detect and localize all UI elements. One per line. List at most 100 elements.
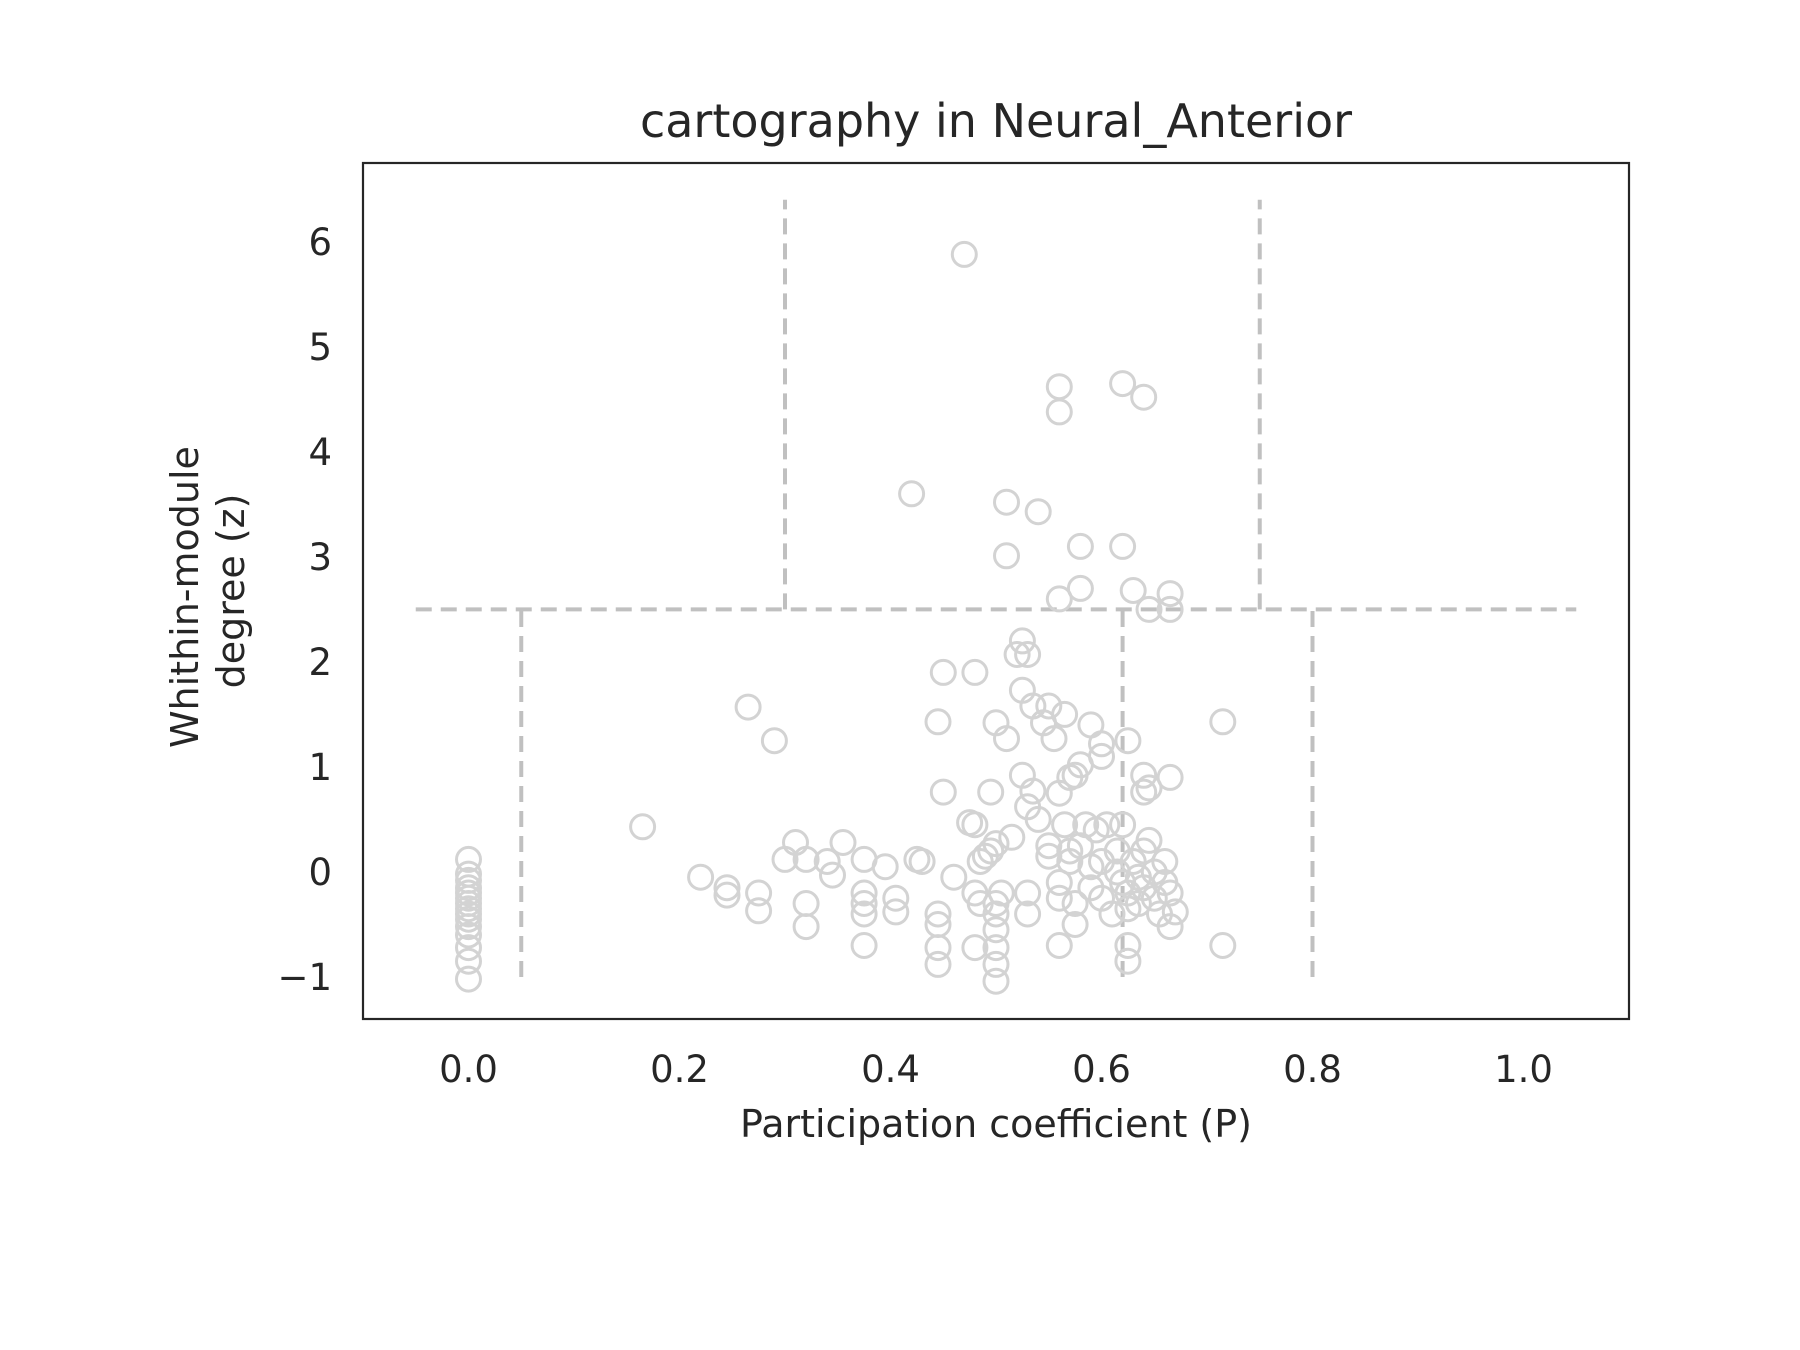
x-axis-ticks: 0.0 0.2 0.4 0.6 0.8 1.0 bbox=[439, 1048, 1553, 1091]
data-point bbox=[455, 965, 482, 993]
data-point bbox=[1045, 585, 1073, 613]
data-point bbox=[1066, 532, 1094, 560]
data-point bbox=[792, 913, 820, 941]
data-point bbox=[1130, 383, 1158, 411]
data-point bbox=[792, 890, 820, 917]
data-point bbox=[1024, 498, 1052, 526]
x-tick-label: 0.8 bbox=[1283, 1048, 1342, 1091]
data-point bbox=[977, 837, 1005, 865]
x-tick-label: 0.6 bbox=[1072, 1048, 1131, 1091]
y-tick-label: 6 bbox=[308, 221, 332, 264]
data-point bbox=[1114, 727, 1142, 755]
data-point bbox=[1135, 774, 1163, 802]
data-point bbox=[734, 693, 762, 721]
chart-title: cartography in Neural_Anterior bbox=[640, 94, 1352, 148]
data-point bbox=[1156, 879, 1184, 907]
data-point bbox=[829, 829, 857, 856]
data-point bbox=[961, 658, 989, 686]
plot-frame bbox=[361, 161, 1631, 1021]
data-point bbox=[1109, 370, 1137, 398]
data-point bbox=[819, 861, 846, 889]
data-point bbox=[1130, 761, 1158, 789]
data-point bbox=[455, 947, 482, 975]
data-point bbox=[1209, 932, 1237, 959]
data-point bbox=[687, 863, 715, 891]
x-tick-label: 1.0 bbox=[1494, 1048, 1553, 1091]
data-point bbox=[1008, 627, 1036, 655]
data-point bbox=[1014, 641, 1042, 668]
data-point bbox=[1114, 932, 1142, 959]
data-point bbox=[1109, 811, 1137, 839]
y-tick-label: −1 bbox=[277, 956, 332, 999]
data-point bbox=[993, 488, 1020, 516]
data-point bbox=[1045, 779, 1073, 807]
data-point bbox=[1093, 811, 1121, 839]
data-point bbox=[1161, 898, 1189, 926]
data-points bbox=[455, 240, 1237, 995]
data-point bbox=[871, 853, 899, 881]
x-tick-label: 0.4 bbox=[861, 1048, 920, 1091]
data-point bbox=[850, 879, 878, 907]
y-tick-label: 2 bbox=[308, 641, 332, 684]
data-point bbox=[924, 934, 952, 962]
data-point bbox=[713, 874, 741, 902]
data-point bbox=[850, 900, 878, 928]
data-point bbox=[1209, 708, 1237, 736]
data-point bbox=[961, 934, 989, 962]
data-point bbox=[1109, 532, 1137, 560]
y-tick-label: 4 bbox=[308, 431, 332, 474]
data-point bbox=[745, 897, 773, 925]
data-point bbox=[1130, 778, 1158, 806]
data-point bbox=[1114, 947, 1142, 975]
data-point bbox=[713, 881, 741, 909]
data-point bbox=[1045, 869, 1073, 896]
data-point bbox=[455, 913, 482, 941]
data-point bbox=[792, 845, 820, 873]
data-point bbox=[1156, 580, 1184, 608]
x-tick-label: 0.2 bbox=[650, 1048, 709, 1091]
y-axis-label-line-2: degree (z) bbox=[209, 494, 253, 689]
data-point bbox=[987, 879, 1015, 907]
y-tick-label: 1 bbox=[308, 746, 332, 789]
data-point bbox=[898, 480, 926, 508]
data-point bbox=[1135, 595, 1163, 623]
data-point bbox=[1098, 900, 1126, 928]
data-point bbox=[882, 898, 910, 926]
y-tick-label: 0 bbox=[308, 851, 332, 894]
data-point bbox=[1061, 911, 1089, 938]
data-point bbox=[760, 727, 788, 755]
data-point bbox=[1119, 577, 1147, 604]
data-point bbox=[1061, 890, 1089, 917]
data-point bbox=[982, 934, 1010, 962]
data-point bbox=[882, 884, 910, 912]
data-point bbox=[977, 778, 1005, 806]
data-point bbox=[940, 863, 968, 891]
data-point bbox=[1135, 826, 1163, 854]
data-point bbox=[1051, 811, 1079, 839]
data-point bbox=[924, 708, 952, 736]
data-point bbox=[782, 829, 809, 856]
data-point bbox=[745, 879, 773, 907]
y-axis-ticks: −1 0 1 2 3 4 5 6 bbox=[277, 221, 332, 999]
data-point bbox=[1014, 900, 1042, 928]
data-point bbox=[1151, 848, 1179, 875]
data-point bbox=[1066, 832, 1094, 860]
data-point bbox=[1066, 574, 1094, 602]
data-point bbox=[998, 823, 1026, 851]
data-point bbox=[455, 921, 482, 949]
data-point bbox=[813, 848, 841, 875]
data-point bbox=[950, 240, 978, 268]
data-point bbox=[629, 813, 657, 841]
zone-guide-lines bbox=[415, 199, 1577, 977]
x-axis-label: Participation coefficient (P) bbox=[740, 1102, 1252, 1146]
data-point bbox=[982, 967, 1010, 995]
data-point bbox=[971, 842, 999, 870]
data-point bbox=[1045, 398, 1073, 426]
data-point bbox=[993, 542, 1020, 570]
data-point bbox=[771, 845, 799, 873]
data-point bbox=[982, 950, 1010, 978]
data-point bbox=[850, 932, 878, 959]
data-point bbox=[903, 845, 931, 873]
data-point bbox=[929, 658, 957, 686]
